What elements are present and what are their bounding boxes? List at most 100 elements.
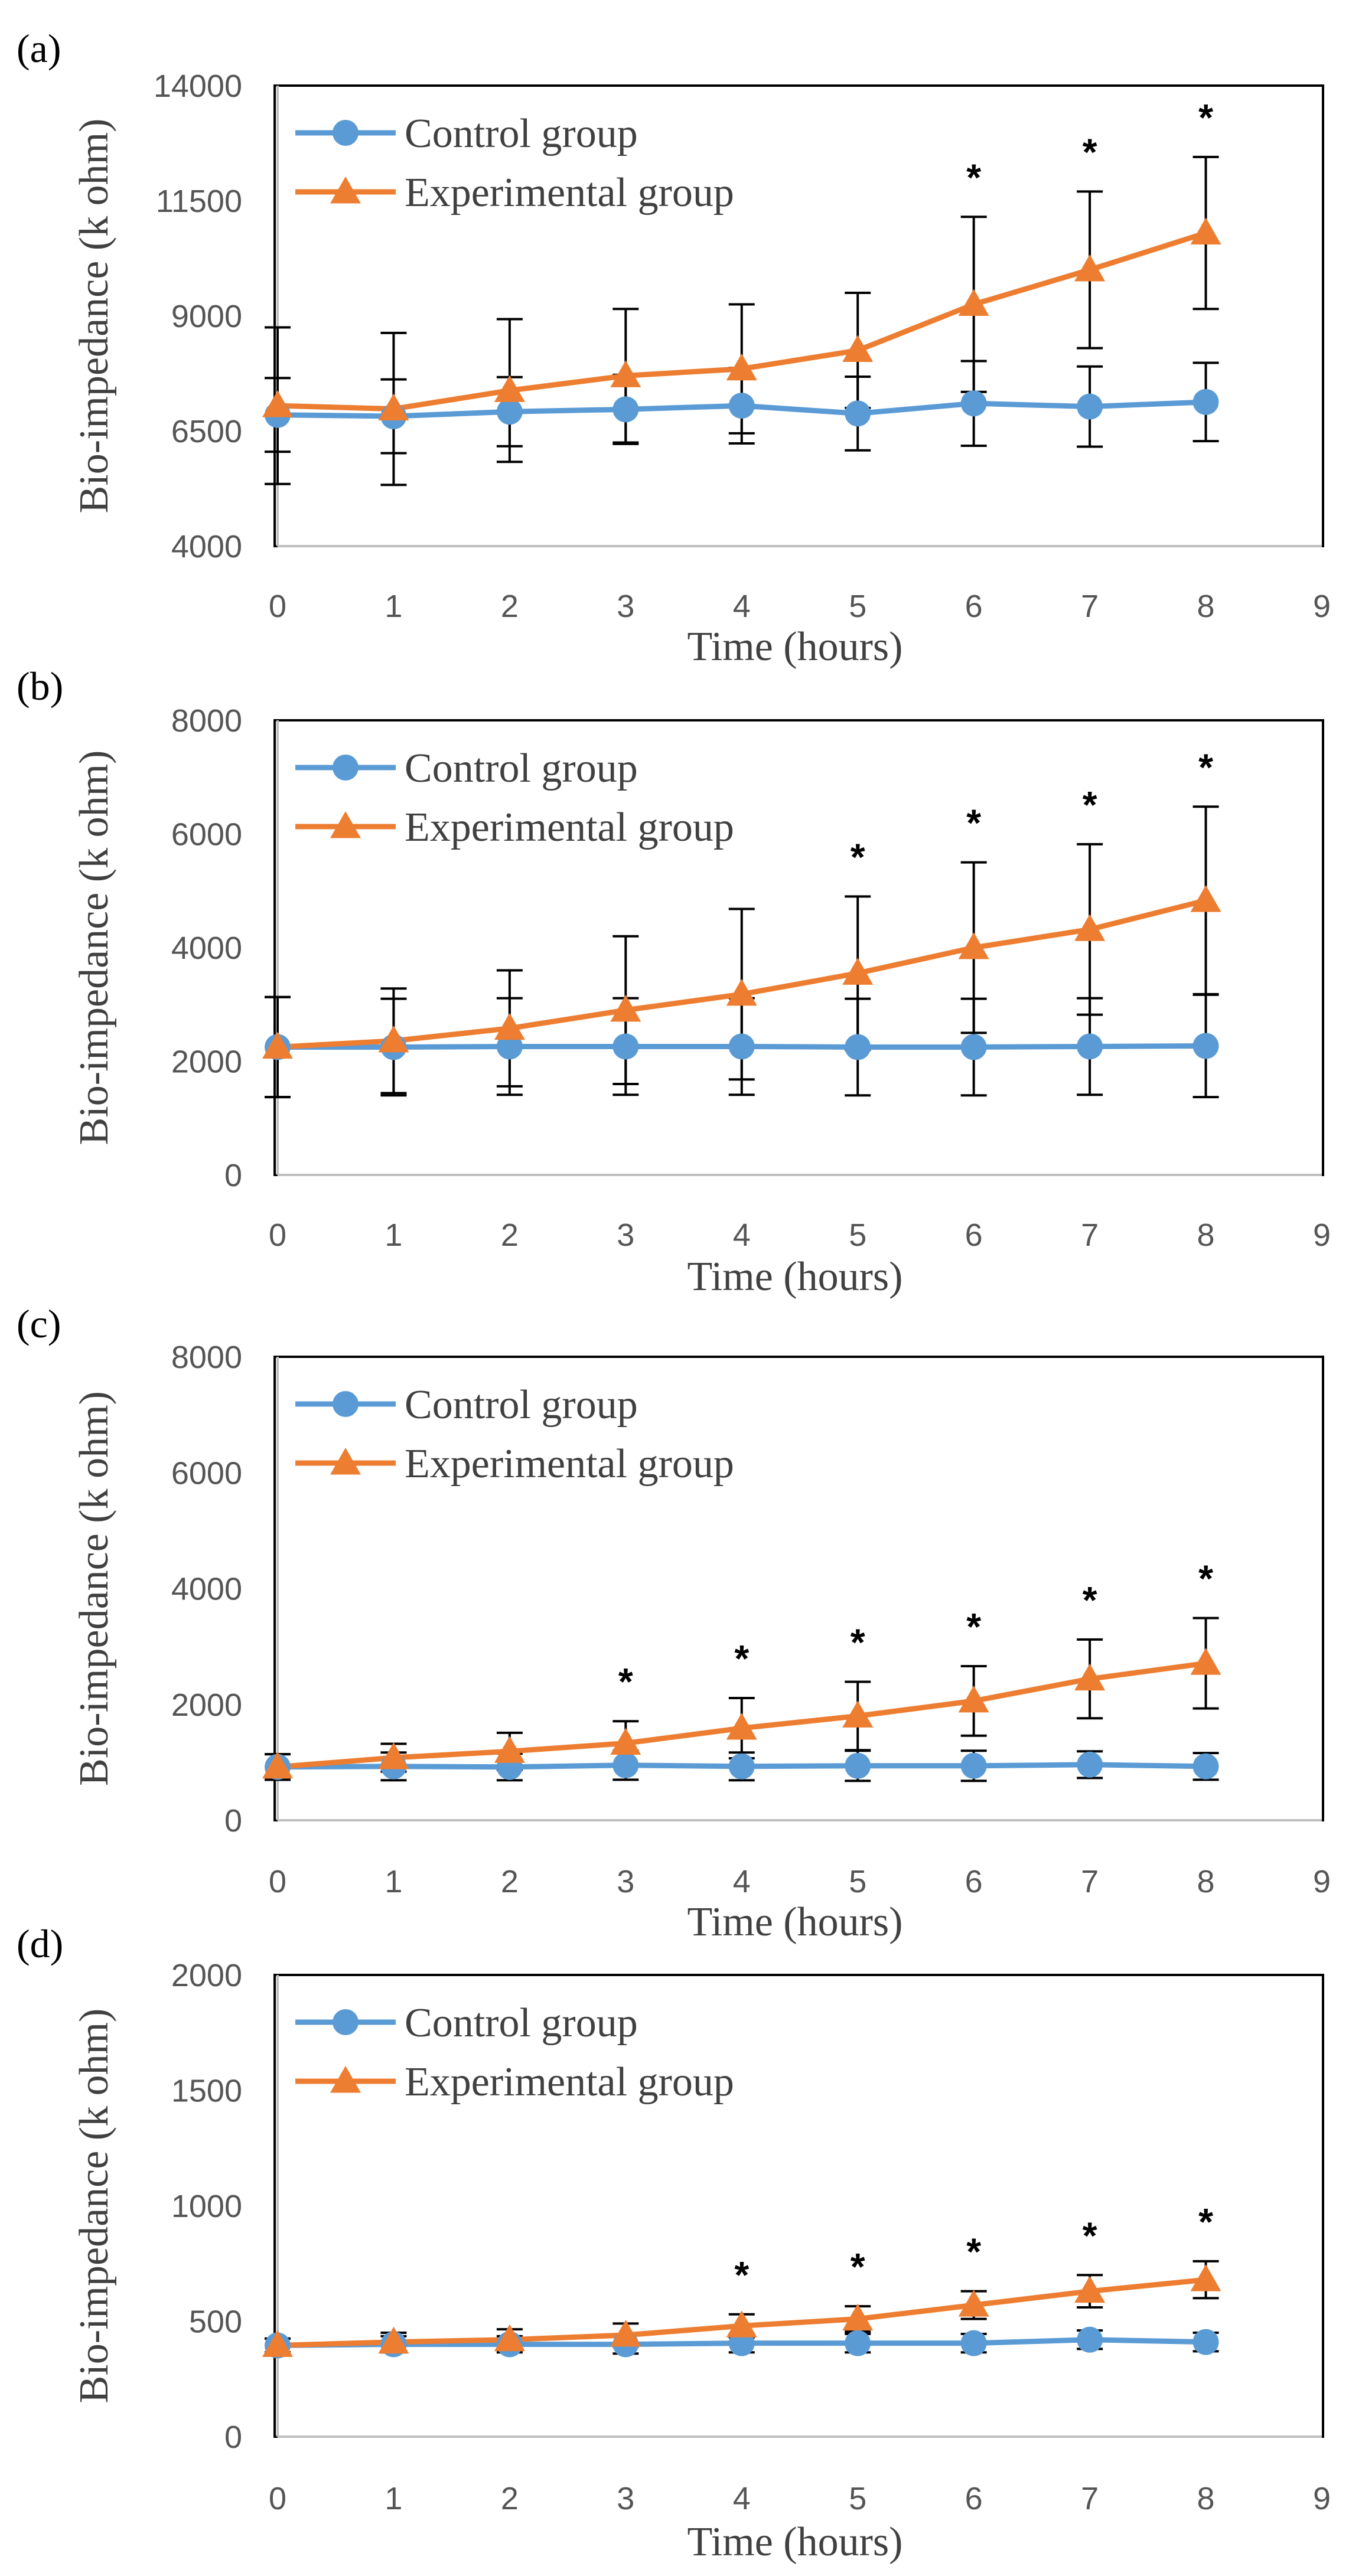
experimental-point bbox=[726, 353, 757, 381]
experimental-point bbox=[378, 2326, 409, 2354]
control-point bbox=[1192, 388, 1219, 415]
y-axis-title: Bio-impedance (k ohm) bbox=[71, 750, 117, 1145]
y-tick-label: 8000 bbox=[171, 1340, 242, 1375]
legend-label: Experimental group bbox=[405, 170, 734, 216]
legend-marker-triangle bbox=[330, 811, 361, 838]
legend-label: Experimental group bbox=[405, 805, 734, 850]
y-tick-label: 4000 bbox=[171, 529, 242, 564]
panel-label: (a) bbox=[17, 26, 61, 71]
y-tick-label: 500 bbox=[189, 2304, 242, 2340]
legend-marker-circle bbox=[333, 2009, 359, 2035]
legend-label: Control group bbox=[405, 2000, 638, 2046]
legend-label: Control group bbox=[405, 111, 638, 156]
chart-panel-1: (b) 0 2000 4000 6000 8000 0 1 2 3 4 5 6 7 8 9 Time (hour… bbox=[17, 664, 1331, 1300]
legend: Control group Experimental group bbox=[295, 746, 734, 850]
y-axis-title: Bio-impedance (k ohm) bbox=[71, 1391, 117, 1786]
x-tick-label: 0 bbox=[269, 2481, 286, 2516]
control-point bbox=[1192, 1033, 1219, 1059]
x-tick-label: 9 bbox=[1313, 1864, 1331, 1899]
control-point bbox=[612, 1752, 639, 1778]
control-point bbox=[1077, 2326, 1103, 2353]
control-point bbox=[960, 1034, 987, 1060]
x-tick-label: 1 bbox=[385, 1217, 402, 1253]
y-tick-label: 0 bbox=[224, 1803, 242, 1839]
x-tick-label: 1 bbox=[385, 1864, 402, 1899]
experimental-point bbox=[1074, 914, 1106, 941]
chart-panel-0: (a) 4000 6500 9000 11500 14000 0 1 2 3 4 5 6 7 8 9 Time … bbox=[17, 26, 1331, 670]
legend-label: Experimental group bbox=[405, 2059, 734, 2105]
control-point bbox=[728, 393, 755, 419]
control-point bbox=[845, 400, 871, 427]
experimental-point bbox=[1074, 1663, 1106, 1691]
significance-star: * bbox=[618, 1660, 633, 1703]
experimental-point bbox=[610, 994, 641, 1022]
x-tick-label: 8 bbox=[1197, 589, 1215, 624]
legend: Control group Experimental group bbox=[295, 111, 734, 216]
experimental-point bbox=[1074, 254, 1106, 282]
y-tick-label: 14000 bbox=[154, 68, 242, 104]
control-point bbox=[1192, 1753, 1219, 1780]
experimental-point bbox=[378, 393, 409, 421]
x-tick-label: 2 bbox=[501, 1217, 519, 1253]
control-point bbox=[612, 1033, 639, 1060]
significance-star: * bbox=[851, 2245, 865, 2288]
x-tick-label: 5 bbox=[849, 1217, 866, 1253]
x-tick-label: 7 bbox=[1081, 1217, 1099, 1253]
significance-star: * bbox=[851, 1621, 865, 1663]
significance-star: * bbox=[734, 2254, 749, 2296]
x-tick-label: 9 bbox=[1313, 589, 1331, 624]
x-tick-label: 1 bbox=[385, 2481, 402, 2516]
legend-label: Control group bbox=[405, 746, 638, 791]
experimental-point bbox=[494, 1736, 525, 1763]
legend-marker-circle bbox=[333, 755, 359, 781]
x-tick-label: 8 bbox=[1197, 2481, 1215, 2516]
x-tick-label: 6 bbox=[965, 1864, 983, 1899]
x-tick-label: 8 bbox=[1197, 1864, 1215, 1899]
y-tick-label: 8000 bbox=[171, 703, 242, 739]
legend: Control group Experimental group bbox=[295, 2000, 734, 2105]
experimental-point bbox=[262, 1031, 293, 1059]
experimental-point bbox=[726, 2310, 757, 2337]
significance-star: * bbox=[1083, 783, 1097, 826]
x-tick-label: 3 bbox=[617, 2481, 634, 2516]
y-tick-label: 1000 bbox=[171, 2189, 242, 2224]
x-tick-label: 3 bbox=[617, 1864, 634, 1899]
experimental-point bbox=[1190, 885, 1221, 912]
x-axis-title: Time (hours) bbox=[687, 624, 903, 670]
x-axis-title: Time (hours) bbox=[687, 1254, 903, 1300]
x-tick-label: 5 bbox=[849, 1864, 866, 1899]
chart-panel-3: (d) 0 500 1000 1500 2000 0 1 2 3 4 5 6 7 8 9 Time (hours… bbox=[17, 1921, 1331, 2565]
x-tick-label: 6 bbox=[965, 1217, 983, 1253]
significance-star: * bbox=[966, 156, 981, 198]
experimental-point bbox=[958, 2290, 989, 2317]
experimental-point bbox=[726, 978, 757, 1006]
experimental-point bbox=[1190, 217, 1221, 245]
control-point bbox=[960, 1752, 987, 1779]
x-tick-label: 7 bbox=[1081, 2481, 1099, 2516]
significance-star: * bbox=[851, 835, 865, 878]
significance-star: * bbox=[1198, 1558, 1213, 1600]
legend-marker-triangle bbox=[330, 177, 361, 204]
x-tick-label: 0 bbox=[269, 589, 286, 624]
x-axis-title: Time (hours) bbox=[687, 1899, 903, 1945]
y-tick-label: 11500 bbox=[156, 184, 242, 219]
legend-marker-triangle bbox=[330, 2066, 361, 2093]
experimental-point bbox=[378, 1742, 409, 1769]
control-point bbox=[845, 2330, 871, 2356]
x-tick-label: 0 bbox=[269, 1217, 286, 1253]
legend-label: Control group bbox=[405, 1382, 638, 1428]
y-tick-label: 6500 bbox=[171, 414, 242, 449]
x-tick-label: 5 bbox=[849, 2481, 866, 2516]
x-tick-label: 4 bbox=[733, 589, 751, 624]
legend: Control group Experimental group bbox=[295, 1382, 734, 1487]
x-tick-label: 2 bbox=[501, 2481, 519, 2516]
y-tick-label: 0 bbox=[224, 1158, 242, 1193]
significance-star: * bbox=[966, 2231, 981, 2273]
experimental-point bbox=[958, 932, 989, 959]
significance-star: * bbox=[734, 1637, 749, 1680]
experimental-point bbox=[958, 289, 989, 316]
y-tick-label: 4000 bbox=[171, 1572, 242, 1607]
experimental-point bbox=[842, 2303, 874, 2331]
control-point bbox=[496, 1033, 523, 1060]
